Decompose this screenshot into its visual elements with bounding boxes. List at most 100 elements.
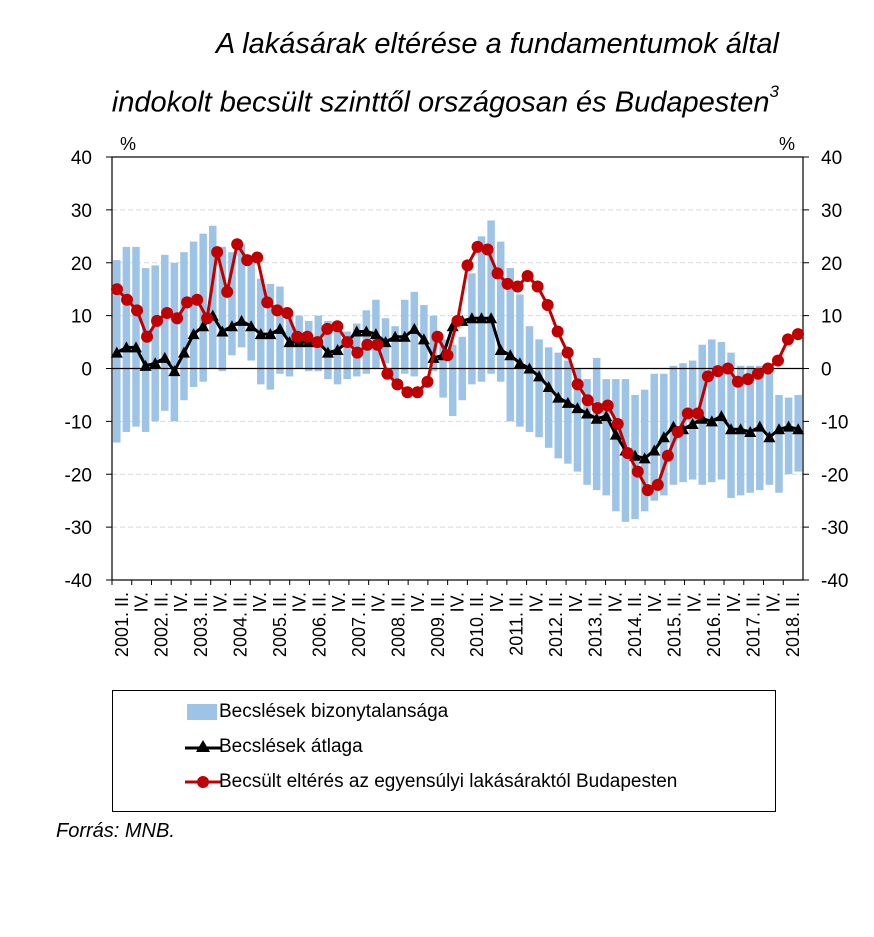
chart-title-line1: A lakásárak eltérése a fundamentumok ált… (215, 28, 779, 60)
avg-marker (696, 412, 709, 424)
y-tick-label-right: -10 (821, 412, 848, 433)
uncertainty-bar (180, 252, 188, 401)
legend-budapest-label: Becsült eltérés az egyensúlyi lakásárakt… (219, 771, 678, 792)
x-tick-label: IV. (645, 592, 665, 612)
avg-marker (638, 452, 651, 464)
x-tick-label: 2010. II. (467, 592, 487, 657)
uncertainty-bar (544, 347, 553, 448)
uncertainty-bar (333, 326, 342, 385)
uncertainty-bar (391, 326, 399, 380)
avg-marker (283, 336, 296, 348)
avg-marker (792, 423, 805, 435)
budapest-marker (261, 296, 274, 309)
budapest-marker (771, 354, 784, 367)
avg-marker (600, 410, 613, 422)
y-tick-label-left: 10 (71, 307, 92, 328)
uncertainty-bar (650, 373, 658, 501)
chart-title-line2-text: indokolt becsült szinttől országosan és … (111, 86, 770, 119)
x-tick-label: IV. (605, 592, 625, 612)
avg-marker (686, 418, 699, 430)
uncertainty-bar (247, 260, 255, 361)
avg-marker (360, 325, 373, 337)
uncertainty-bar (122, 246, 131, 432)
avg-marker (417, 333, 430, 345)
y-tick-label-left: -20 (65, 465, 92, 486)
uncertainty-bar (141, 268, 150, 432)
y-tick-label-left: 40 (71, 148, 92, 169)
uncertainty-bar (161, 254, 169, 411)
budapest-marker (211, 246, 224, 259)
y-tick-label-left: 30 (71, 201, 92, 222)
budapest-marker (441, 349, 454, 362)
chart-title-line2: indokolt becsült szinttől országosan és … (112, 76, 779, 123)
uncertainty-bar (448, 344, 457, 417)
uncertainty-bar (209, 225, 217, 369)
avg-marker (120, 341, 133, 353)
budapest-marker (291, 330, 304, 343)
uncertainty-bar (564, 360, 572, 464)
x-tick-label: IV. (250, 592, 270, 612)
budapest-marker (561, 346, 574, 359)
budapest-marker (721, 362, 734, 375)
avg-marker (734, 423, 747, 435)
avg-marker (571, 402, 584, 414)
avg-marker (139, 359, 152, 371)
uncertainty-bar (343, 331, 351, 380)
uncertainty-bar (151, 265, 159, 422)
avg-marker (245, 320, 258, 332)
avg-marker (763, 431, 776, 443)
budapest-marker (511, 280, 524, 293)
uncertainty-bar (429, 315, 438, 372)
x-tick-label: 2008. II. (388, 592, 408, 657)
uncertainty-bar (496, 241, 505, 382)
avg-marker (513, 357, 526, 369)
y-unit-right: % (779, 134, 795, 154)
x-tick-label: 2009. II. (428, 592, 448, 657)
budapest-marker (731, 375, 744, 388)
budapest-marker (141, 330, 154, 343)
x-tick-label: IV. (526, 592, 546, 612)
x-tick-label: IV. (487, 592, 507, 612)
budapest-marker (341, 336, 354, 349)
avg-marker (533, 370, 546, 382)
budapest-marker (301, 330, 314, 343)
uncertainty-bar (535, 339, 543, 438)
avg-marker (389, 330, 402, 342)
x-tick-label: IV. (763, 592, 783, 612)
budapest-marker (401, 386, 414, 399)
budapest-marker (671, 425, 684, 438)
x-tick-label: 2005. II. (270, 592, 290, 657)
budapest-marker (421, 375, 434, 388)
y-tick-label-left: 20 (71, 254, 92, 275)
x-tick-label: 2007. II. (349, 592, 369, 657)
x-tick-label: IV. (132, 592, 152, 612)
budapest-marker (191, 293, 204, 306)
budapest-marker (111, 283, 124, 296)
avg-marker (398, 330, 411, 342)
chart-canvas: 40 40 30 30 20 20 10 10 0 0 -10 -10 -20 -20 -30 -30 -40 -… (65, 134, 849, 657)
avg-marker (110, 346, 123, 358)
uncertainty-bar (170, 262, 179, 422)
budapest-marker (791, 328, 804, 341)
x-tick-label: IV. (724, 592, 744, 612)
y-tick-label-right: -20 (821, 465, 848, 486)
y-tick-label-left: -10 (65, 412, 92, 433)
uncertainty-bar (602, 379, 610, 496)
avg-marker (216, 325, 229, 337)
avg-marker (273, 322, 286, 334)
budapest-marker (241, 254, 254, 267)
y-tick-label-right: -30 (821, 518, 848, 539)
avg-marker (494, 343, 507, 355)
y-tick-label-left: 0 (81, 360, 92, 381)
avg-marker (485, 312, 498, 324)
budapest-marker (501, 277, 514, 290)
budapest-marker (521, 269, 534, 282)
avg-marker (782, 420, 795, 432)
avg-marker (523, 362, 536, 374)
legend-box: Becslések bizonytalansága Becslések átla… (112, 690, 776, 812)
title-footnote-marker: 3 (769, 82, 779, 101)
y-tick-label-right: -40 (821, 571, 848, 592)
budapest-marker (571, 378, 584, 391)
budapest-marker (151, 314, 164, 327)
budapest-marker (641, 484, 654, 497)
